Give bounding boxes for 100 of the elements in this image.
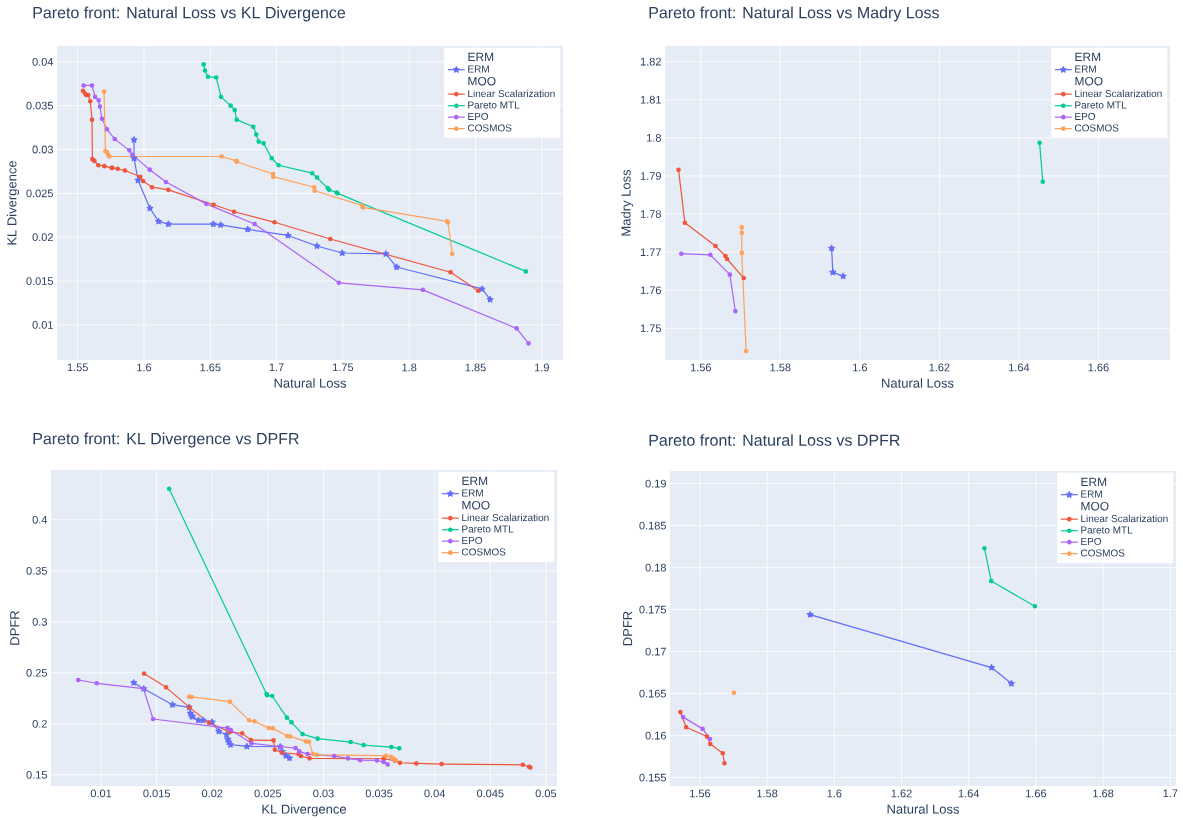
x-tick-label: 1.56 bbox=[690, 789, 711, 798]
x-tick-label: 1.7 bbox=[1163, 789, 1178, 798]
x-axis-title: Natural Loss bbox=[887, 804, 960, 814]
legend-label: Linear Scalarization bbox=[1075, 89, 1162, 98]
x-tick-label: 0.01 bbox=[90, 789, 112, 798]
x-tick-label: 1.58 bbox=[770, 363, 791, 372]
legend-label: ERM bbox=[462, 489, 483, 497]
legend-label: ERM bbox=[468, 65, 489, 73]
legend-label: EPO bbox=[468, 112, 489, 120]
legend-label: Pareto MTL bbox=[1081, 526, 1133, 534]
x-tick-label: 1.62 bbox=[929, 363, 950, 372]
legend-label: Pareto MTL bbox=[1075, 101, 1127, 109]
x-axis-title: KL Divergence bbox=[262, 804, 347, 817]
y-tick-label: 1.81 bbox=[640, 95, 661, 104]
y-tick-label: 1.75 bbox=[640, 324, 661, 333]
y-tick-label: 1.78 bbox=[640, 210, 661, 218]
chart-title: Pareto front: Natural Loss vs Madry Loss bbox=[649, 6, 939, 22]
y-axis-title: DPFR bbox=[10, 610, 20, 645]
x-tick-label: 0.025 bbox=[254, 789, 282, 798]
annotation: MOO bbox=[1081, 501, 1109, 511]
y-tick-label: 0.175 bbox=[639, 605, 666, 614]
y-tick-label: 0.03 bbox=[32, 145, 53, 154]
x-axis-title: Natural Loss bbox=[274, 378, 347, 388]
y-tick-label: 0.17 bbox=[645, 647, 666, 656]
x-tick-label: 1.6 bbox=[137, 363, 152, 372]
legend-label: Linear Scalarization bbox=[1081, 514, 1168, 523]
y-tick-label: 0.15 bbox=[26, 770, 47, 779]
legend-label: Linear Scalarization bbox=[462, 513, 549, 522]
y-tick-label: 1.77 bbox=[640, 248, 661, 256]
x-tick-label: 1.85 bbox=[465, 363, 486, 372]
chart-title: Pareto front: KL Divergence vs DPFR bbox=[33, 432, 299, 448]
x-tick-label: 1.66 bbox=[1088, 363, 1109, 372]
x-tick-label: 1.58 bbox=[757, 789, 778, 798]
y-tick-label: 0.01 bbox=[32, 321, 53, 329]
y-tick-label: 1.76 bbox=[640, 286, 661, 295]
y-tick-label: 0.25 bbox=[26, 668, 47, 677]
annotation: ERM bbox=[468, 52, 494, 62]
y-tick-label: 1.8 bbox=[647, 133, 661, 142]
x-axis-title: Natural Loss bbox=[882, 378, 954, 388]
x-tick-label: 1.8 bbox=[402, 363, 417, 372]
x-tick-label: 1.9 bbox=[534, 363, 549, 372]
y-axis-title: KL Divergence bbox=[6, 160, 20, 245]
y-tick-label: 0.015 bbox=[26, 277, 53, 285]
x-tick-label: 0.05 bbox=[535, 789, 557, 798]
annotation: MOO bbox=[468, 76, 496, 86]
annotation: ERM bbox=[1075, 52, 1101, 62]
annotation: MOO bbox=[1075, 76, 1103, 86]
x-tick-label: 1.6 bbox=[827, 789, 842, 798]
x-tick-label: 1.6 bbox=[853, 363, 868, 372]
annotation: MOO bbox=[462, 500, 490, 510]
legend-label: EPO bbox=[1081, 537, 1102, 545]
y-axis-title: Madry Loss bbox=[621, 169, 634, 236]
y-axis-title: DPFR bbox=[623, 611, 633, 646]
x-tick-label: 1.56 bbox=[690, 363, 712, 372]
y-tick-label: 0.04 bbox=[32, 57, 54, 66]
y-tick-label: 0.3 bbox=[32, 617, 47, 626]
x-tick-label: 0.015 bbox=[143, 789, 170, 798]
legend-label: Linear Scalarization bbox=[468, 89, 555, 98]
annotation: ERM bbox=[462, 476, 488, 486]
x-tick-label: 1.62 bbox=[891, 789, 912, 798]
y-tick-label: 0.18 bbox=[645, 563, 666, 572]
y-tick-label: 0.2 bbox=[32, 719, 47, 728]
y-tick-label: 1.82 bbox=[640, 57, 661, 66]
y-tick-label: 0.02 bbox=[32, 233, 53, 242]
legend-label: COSMOS bbox=[1080, 549, 1125, 557]
y-tick-label: 0.16 bbox=[645, 731, 666, 740]
y-tick-label: 0.165 bbox=[639, 689, 666, 698]
legend-label: COSMOS bbox=[461, 548, 506, 556]
y-tick-label: 1.79 bbox=[640, 172, 661, 180]
x-tick-label: 1.55 bbox=[67, 363, 88, 372]
legend-label: Pareto MTL bbox=[468, 101, 520, 109]
x-tick-label: 1.64 bbox=[958, 789, 980, 798]
y-tick-label: 0.155 bbox=[639, 773, 666, 782]
legend-label: ERM bbox=[1075, 65, 1096, 73]
chart-title: Pareto front: Natural Loss vs KL Divergence bbox=[33, 6, 346, 22]
x-tick-label: 1.7 bbox=[269, 363, 284, 372]
legend-label: Pareto MTL bbox=[462, 525, 514, 533]
y-tick-label: 0.19 bbox=[645, 479, 666, 488]
y-tick-label: 0.035 bbox=[26, 101, 53, 110]
x-tick-label: 0.035 bbox=[365, 789, 393, 798]
x-tick-label: 0.04 bbox=[424, 789, 446, 798]
legend-label: COSMOS bbox=[1074, 124, 1119, 132]
x-tick-label: 0.02 bbox=[201, 789, 223, 798]
legend-label: COSMOS bbox=[467, 124, 512, 132]
legend-label: EPO bbox=[1075, 112, 1096, 120]
x-tick-label: 1.66 bbox=[1026, 789, 1047, 798]
chart-title: Pareto front: Natural Loss vs DPFR bbox=[649, 434, 900, 446]
y-tick-label: 0.35 bbox=[26, 566, 47, 575]
x-tick-label: 1.65 bbox=[200, 363, 221, 372]
legend-label: EPO bbox=[462, 536, 483, 544]
legend-label: ERM bbox=[1081, 490, 1102, 498]
x-tick-label: 1.68 bbox=[1093, 789, 1114, 798]
x-tick-label: 0.045 bbox=[476, 789, 504, 798]
x-tick-label: 1.75 bbox=[333, 363, 354, 372]
x-tick-label: 0.03 bbox=[313, 789, 334, 798]
y-tick-label: 0.185 bbox=[639, 521, 666, 530]
y-tick-label: 0.025 bbox=[26, 189, 53, 198]
y-tick-label: 0.4 bbox=[32, 515, 48, 524]
x-tick-label: 1.64 bbox=[1009, 363, 1030, 372]
annotation: ERM bbox=[1081, 477, 1107, 487]
